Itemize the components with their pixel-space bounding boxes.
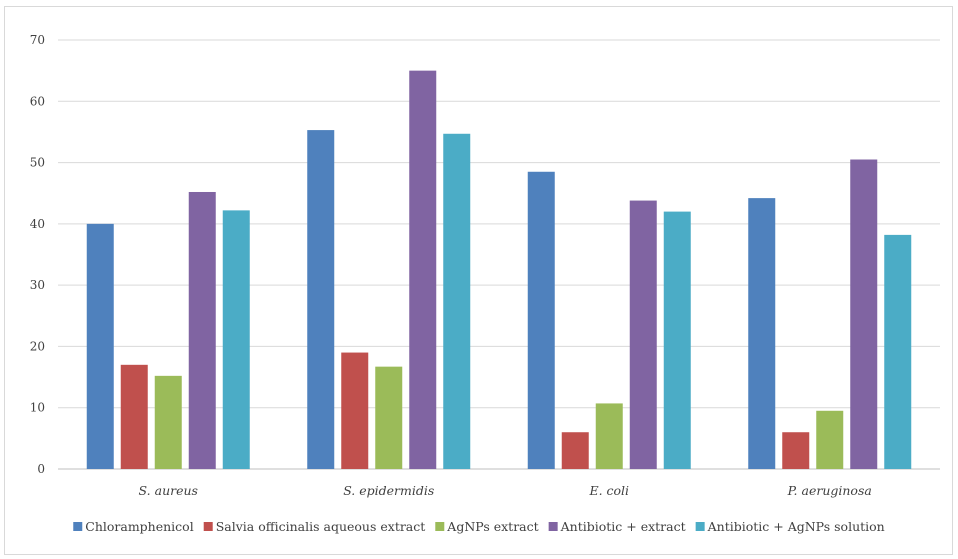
legend-swatch xyxy=(435,522,445,531)
legend-label: Salvia officinalis aqueous extract xyxy=(216,519,426,534)
bar-3-4 xyxy=(884,234,912,469)
bar-1-2 xyxy=(375,366,403,469)
y-tick-label: 10 xyxy=(30,401,45,415)
y-tick-label: 50 xyxy=(30,156,45,170)
bar-3-2 xyxy=(816,410,844,469)
legend-swatch xyxy=(73,522,83,531)
bar-3-0 xyxy=(748,198,776,470)
legend-label: Antibiotic + AgNPs solution xyxy=(707,519,885,534)
legend-label: Antibiotic + extract xyxy=(560,519,686,534)
x-category-label: S. epidermidis xyxy=(343,483,434,498)
bar-2-4 xyxy=(663,211,691,469)
bar-3-1 xyxy=(782,432,810,469)
y-tick-label: 40 xyxy=(30,217,45,231)
y-tick-label: 20 xyxy=(30,339,45,353)
y-axis-ticks: 0 10 20 30 40 50 60 70 xyxy=(30,33,45,476)
x-category-label: P. aeruginosa xyxy=(787,483,872,498)
legend-swatch xyxy=(695,522,705,531)
legend-label: AgNPs extract xyxy=(446,519,538,534)
legend-label: Chloramphenicol xyxy=(85,519,193,534)
bar-2-0 xyxy=(527,171,555,469)
legend-swatch xyxy=(548,522,558,531)
bar-1-0 xyxy=(307,130,335,469)
legend-item: Chloramphenicol xyxy=(73,519,194,534)
bar-2-1 xyxy=(561,432,589,469)
legend-item: AgNPs extract xyxy=(435,519,539,534)
y-tick-label: 70 xyxy=(30,33,45,47)
y-tick-label: 60 xyxy=(30,94,45,108)
bar-2-2 xyxy=(595,403,623,469)
bar-0-4 xyxy=(222,210,250,470)
bar-0-0 xyxy=(86,223,114,469)
bar-1-1 xyxy=(341,352,369,469)
y-tick-label: 0 xyxy=(37,462,45,476)
bars xyxy=(86,70,912,470)
x-category-label: E. coli xyxy=(588,483,629,498)
bar-1-4 xyxy=(443,133,471,469)
legend-item: Antibiotic + extract xyxy=(548,519,686,534)
x-category-label: S. aureus xyxy=(139,483,198,498)
bar-0-1 xyxy=(120,364,148,469)
y-tick-label: 30 xyxy=(30,278,45,292)
x-axis-labels: S. aureus S. epidermidis E. coli P. aerugin… xyxy=(139,483,872,498)
bar-2-3 xyxy=(629,200,657,469)
bar-1-3 xyxy=(409,70,437,470)
legend: Chloramphenicol Salvia officinalis aqueou… xyxy=(73,519,885,534)
legend-item: Salvia officinalis aqueous extract xyxy=(203,519,426,534)
bar-3-3 xyxy=(850,159,878,469)
legend-swatch xyxy=(203,522,213,531)
bar-0-3 xyxy=(188,191,216,469)
legend-item: Antibiotic + AgNPs solution xyxy=(695,519,885,534)
bar-0-2 xyxy=(154,375,182,469)
